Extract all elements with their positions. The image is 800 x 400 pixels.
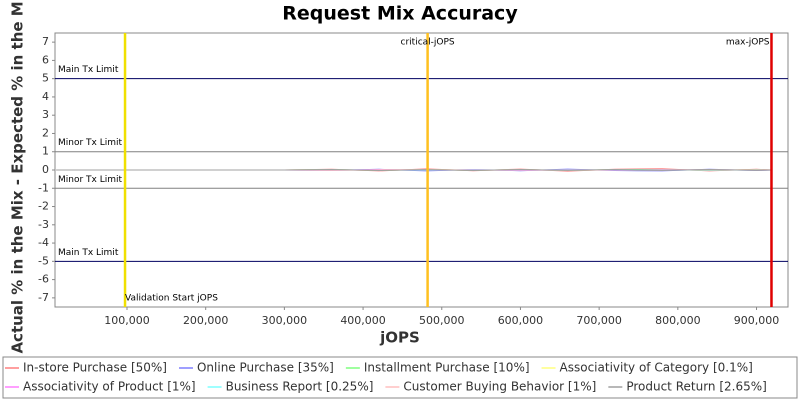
- y-tick-label: 5: [42, 72, 49, 85]
- legend-label: Customer Buying Behavior [1%]: [403, 380, 596, 394]
- marker-label: max-jOPS: [726, 38, 770, 48]
- legend-label: Associativity of Category [0.1%]: [560, 361, 753, 375]
- data-line: [56, 168, 773, 172]
- y-tick-label: -1: [38, 181, 49, 194]
- y-tick-label: 7: [42, 35, 49, 48]
- limit-label: Minor Tx Limit: [58, 138, 123, 148]
- x-tick-label: 800,000: [655, 314, 701, 327]
- y-tick-label: 0: [42, 163, 49, 176]
- y-axis-label: Actual % in the Mix - Expected % in the …: [9, 0, 27, 354]
- x-tick-label: 400,000: [340, 314, 386, 327]
- x-tick-label: 100,000: [104, 314, 150, 327]
- x-tick-label: 300,000: [262, 314, 308, 327]
- y-tick-label: -7: [38, 291, 49, 304]
- y-tick-label: 3: [42, 108, 49, 121]
- y-tick-label: -6: [38, 273, 49, 286]
- marker-label: critical-jOPS: [401, 38, 455, 48]
- x-axis-label: jOPS: [379, 329, 420, 347]
- y-tick-label: -2: [38, 200, 49, 213]
- x-tick-label: 900,000: [734, 314, 780, 327]
- legend-label: Product Return [2.65%]: [626, 380, 767, 394]
- y-tick-label: 1: [42, 145, 49, 158]
- x-tick-label: 200,000: [183, 314, 229, 327]
- x-tick-label: 600,000: [498, 314, 544, 327]
- y-tick-label: 6: [42, 53, 49, 66]
- limit-label: Minor Tx Limit: [58, 175, 123, 185]
- y-tick-label: -4: [38, 236, 49, 249]
- legend-label: Online Purchase [35%]: [197, 361, 334, 375]
- y-tick-label: 2: [42, 126, 49, 139]
- legend-box: [2, 356, 798, 399]
- limit-label: Main Tx Limit: [58, 65, 119, 75]
- legend-label: In-store Purchase [50%]: [23, 361, 167, 375]
- y-tick-label: 4: [42, 90, 49, 103]
- chart-title: Request Mix Accuracy: [282, 3, 518, 25]
- legend-label: Business Report [0.25%]: [226, 380, 374, 394]
- x-tick-label: 500,000: [419, 314, 465, 327]
- limit-label: Main Tx Limit: [58, 248, 119, 258]
- y-tick-label: -3: [38, 218, 49, 231]
- legend-label: Installment Purchase [10%]: [364, 361, 530, 375]
- legend-label: Associativity of Product [1%]: [23, 380, 196, 394]
- marker-label: Validation Start jOPS: [125, 294, 218, 304]
- y-tick-label: -5: [38, 254, 49, 267]
- x-tick-label: 700,000: [576, 314, 622, 327]
